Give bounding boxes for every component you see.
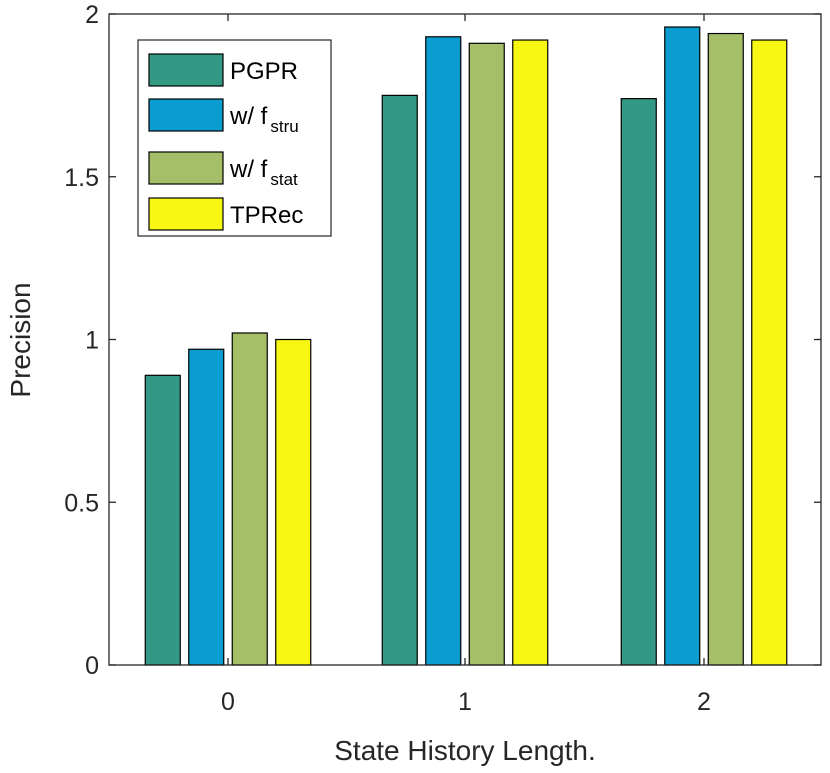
bar-w-f-stru-0 <box>188 348 225 666</box>
x-axis-label: State History Length. <box>334 735 595 766</box>
legend-label-1: w/ f stru <box>229 103 299 136</box>
y-ticks-group: 0 0.5 1 1.5 2 <box>64 1 821 680</box>
bar-tprec-1 <box>512 39 549 666</box>
bar-pgpr-2 <box>620 98 657 666</box>
bar-w-f-stru-1 <box>425 36 462 666</box>
bar-tprec-0 <box>275 338 312 666</box>
bar-tprec-2 <box>751 39 788 666</box>
bar-w-f-stru-2 <box>664 26 701 666</box>
y-tick-label: 0.5 <box>64 489 99 517</box>
legend-label-3: TPRec <box>230 202 303 229</box>
bar-pgpr-1 <box>381 94 418 666</box>
bar-w-f-stat-2 <box>707 32 744 666</box>
y-tick-label: 2 <box>85 1 99 29</box>
legend: PGPR w/ f stru w/ f stat TPRec <box>137 39 332 237</box>
y-axis-label: Precision <box>5 282 36 397</box>
y-tick-label: 1.5 <box>64 164 99 192</box>
y-tick-label: 0 <box>85 652 99 680</box>
x-tick-label: 1 <box>458 688 472 716</box>
x-ticks-group: 0 1 2 <box>221 14 711 716</box>
bar-pgpr-0 <box>144 374 181 666</box>
y-tick-label: 1 <box>85 327 99 355</box>
bar-w-f-stat-0 <box>231 332 268 666</box>
bars-group <box>144 26 788 666</box>
x-tick-label: 2 <box>697 688 711 716</box>
legend-label-0: PGPR <box>230 58 298 85</box>
legend-label-2: w/ f stat <box>229 156 298 189</box>
bar-w-f-stat-1 <box>468 42 505 666</box>
legend-swatch-1 <box>148 98 224 132</box>
legend-swatch-2 <box>148 151 224 185</box>
x-tick-label: 0 <box>221 688 235 716</box>
legend-swatch-3 <box>148 197 224 231</box>
legend-swatch-0 <box>148 53 224 87</box>
